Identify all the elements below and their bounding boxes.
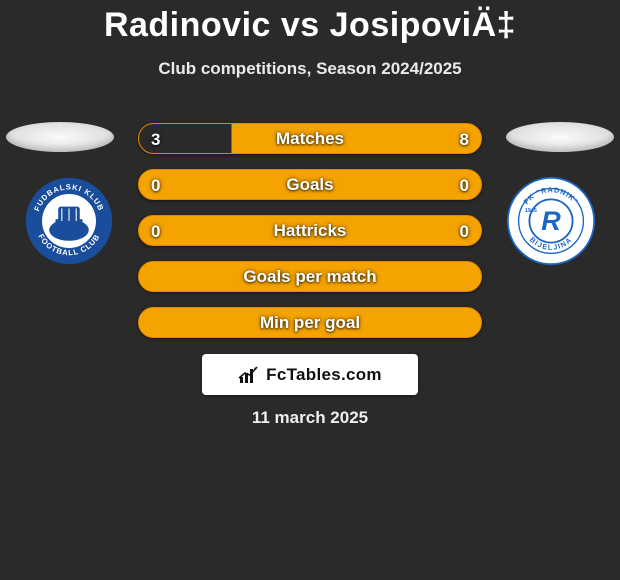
stat-row: Goals per match xyxy=(138,261,482,292)
player-photo-right-placeholder xyxy=(506,122,614,152)
stat-value-left: 3 xyxy=(139,124,172,155)
stat-label: Matches xyxy=(276,129,344,149)
crest-right-letter: R xyxy=(541,206,561,236)
source-brand-text: FcTables.com xyxy=(266,365,382,385)
stat-rows-container: Matches 3 8 Goals 0 0 Hattricks 0 0 Goals per mat… xyxy=(138,123,482,353)
stat-value-left: 0 xyxy=(139,170,172,201)
comparison-date: 11 march 2025 xyxy=(0,408,620,428)
stat-label: Goals xyxy=(286,175,333,195)
stat-label: Hattricks xyxy=(274,221,347,241)
bar-chart-icon xyxy=(238,365,260,385)
stat-row: Hattricks 0 0 xyxy=(138,215,482,246)
player-photo-left-placeholder xyxy=(6,122,114,152)
stat-label: Min per goal xyxy=(260,313,360,333)
club-crest-left: FUDBALSKI KLUB FOOTBALL CLUB xyxy=(24,176,114,266)
stat-value-right: 8 xyxy=(448,124,481,155)
stat-value-right: 0 xyxy=(448,216,481,247)
club-crest-right: R FK "RADNIK" BIJELJINA 1945 xyxy=(506,176,596,266)
stat-label: Goals per match xyxy=(243,267,376,287)
stat-row: Goals 0 0 xyxy=(138,169,482,200)
stat-value-left: 0 xyxy=(139,216,172,247)
subtitle: Club competitions, Season 2024/2025 xyxy=(0,59,620,79)
stat-value-right: 0 xyxy=(448,170,481,201)
page-title: Radinovic vs JosipoviÄ‡ xyxy=(0,0,620,45)
stat-row: Min per goal xyxy=(138,307,482,338)
crest-right-year: 1945 xyxy=(525,208,537,214)
stat-row: Matches 3 8 xyxy=(138,123,482,154)
source-badge: FcTables.com xyxy=(202,354,418,395)
